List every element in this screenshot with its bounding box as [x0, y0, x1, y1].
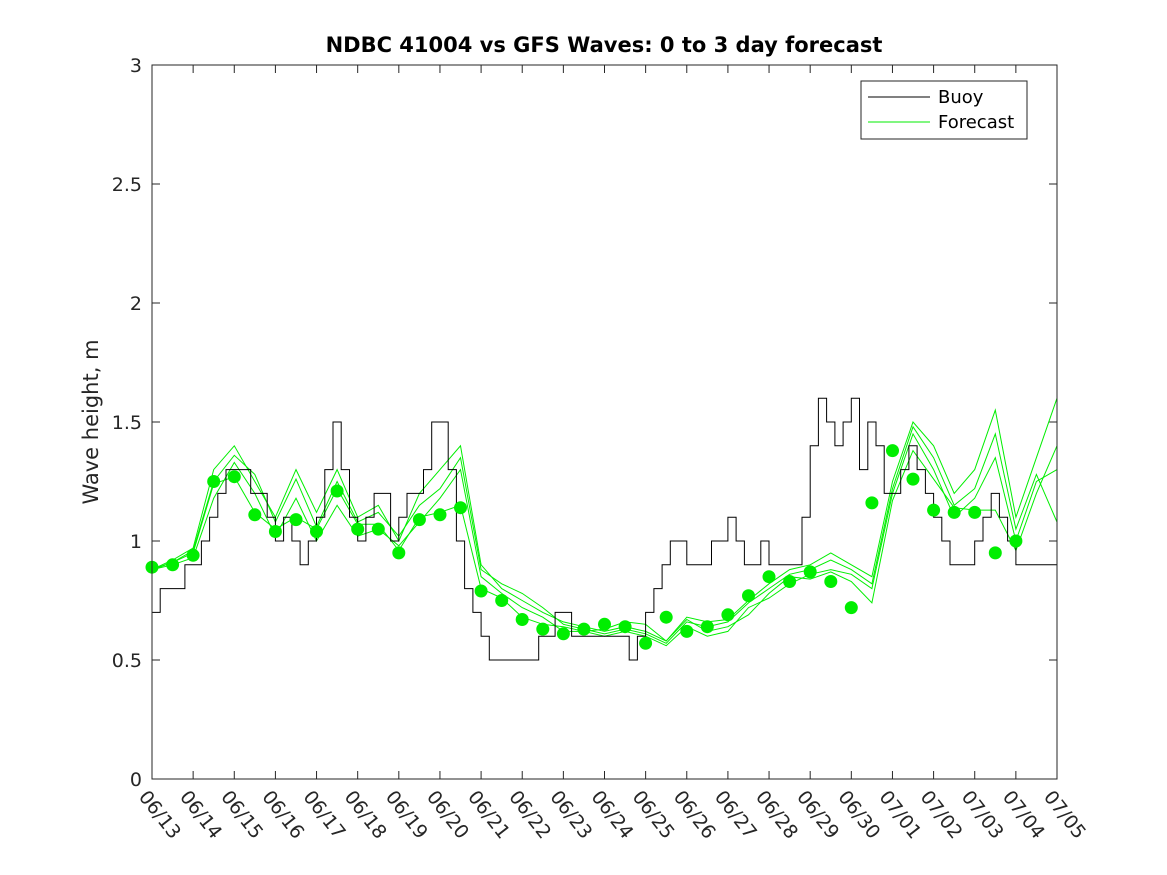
forecast-marker [474, 584, 488, 598]
legend-box [860, 80, 1028, 140]
forecast-marker [577, 622, 591, 636]
forecast-marker [988, 546, 1002, 560]
forecast-marker [721, 608, 735, 622]
y-tick-label: 0.5 [112, 650, 142, 672]
forecast-marker [556, 627, 570, 641]
forecast-marker [742, 589, 755, 603]
forecast-line [151, 398, 1058, 642]
chart-title: NDBC 41004 vs GFS Waves: 0 to 3 day fore… [326, 33, 883, 57]
forecast-marker [268, 525, 282, 538]
forecast-marker [700, 620, 714, 634]
forecast-marker [166, 558, 180, 572]
forecast-marker [515, 613, 529, 626]
forecast-marker [392, 546, 406, 560]
forecast-marker [947, 505, 961, 519]
forecast-marker [1009, 534, 1023, 548]
y-tick-label: 2 [130, 293, 142, 315]
forecast-marker [371, 522, 385, 536]
forecast-marker [886, 444, 899, 458]
forecast-marker [310, 525, 323, 538]
forecast-marker [433, 508, 447, 522]
forecast-line [151, 425, 1058, 644]
forecast-marker [227, 470, 241, 484]
y-tick-label: 3 [130, 55, 142, 77]
forecast-marker [824, 575, 838, 588]
y-tick-label: 0 [130, 769, 142, 791]
forecast-markers [145, 444, 1023, 650]
forecast-marker [412, 513, 426, 527]
forecast-marker [927, 503, 941, 517]
forecast-marker [495, 594, 509, 607]
forecast-marker [536, 622, 550, 636]
forecast-marker [762, 570, 776, 584]
y-tick-label: 1.5 [112, 412, 142, 434]
forecast-marker [906, 472, 920, 486]
buoy-line [152, 397, 1057, 661]
legend: Buoy Forecast [860, 80, 1028, 140]
legend-forecast-label: Forecast [938, 112, 1014, 133]
forecast-marker [680, 624, 694, 638]
forecast-marker [783, 575, 797, 588]
forecast-marker [207, 475, 221, 488]
forecast-marker [844, 601, 858, 615]
forecast-marker [351, 522, 365, 536]
legend-buoy-label: Buoy [938, 87, 984, 108]
buoy-line-group [152, 397, 1057, 661]
forecast-marker [289, 513, 303, 527]
forecast-marker [659, 610, 673, 624]
forecast-marker [968, 505, 982, 519]
forecast-marker [803, 565, 817, 579]
forecast-marker [248, 508, 262, 522]
forecast-marker [330, 484, 344, 498]
forecast-marker [598, 617, 611, 631]
y-tick-label: 1 [130, 531, 142, 553]
y-axis-label: Wave height, m [79, 339, 103, 504]
plot-frame [151, 64, 1058, 780]
forecast-marker [186, 548, 200, 562]
forecast-marker [618, 620, 632, 634]
forecast-marker [639, 636, 653, 650]
forecast-marker [865, 496, 879, 510]
y-tick-label: 2.5 [112, 174, 142, 196]
forecast-marker [454, 501, 467, 515]
